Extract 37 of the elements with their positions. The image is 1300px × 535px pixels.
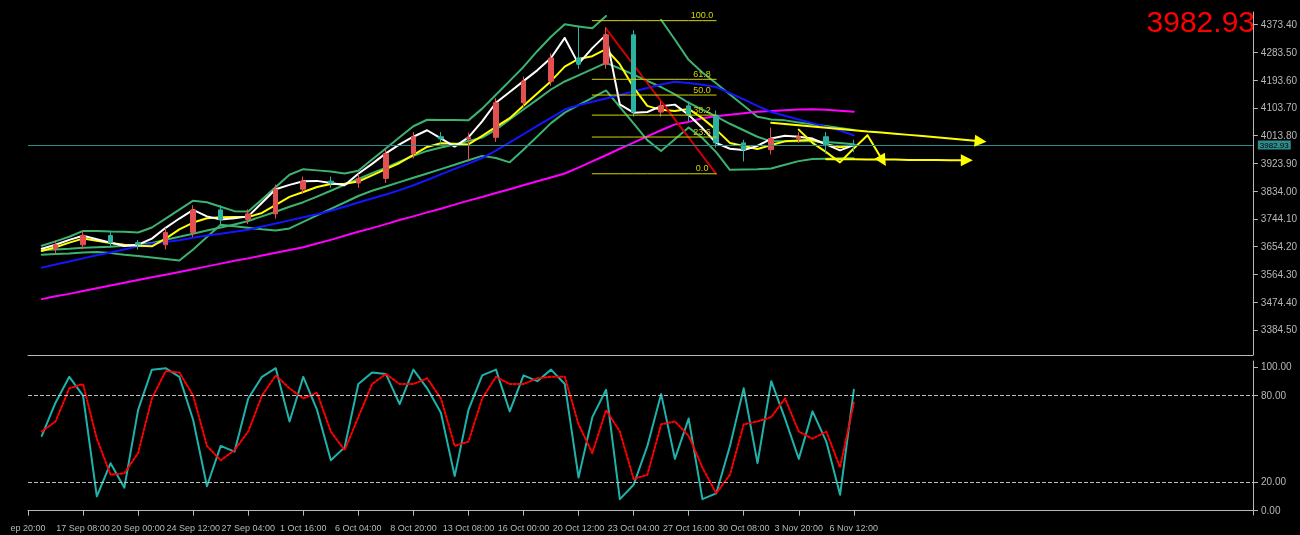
y-tick-label: 3564.30 [1260, 268, 1298, 280]
y-tick-label: 4103.70 [1260, 102, 1298, 114]
x-tick-label: 16 Oct 00:00 [497, 522, 550, 533]
y-tick-label: 0.00 [1261, 505, 1281, 517]
y-tick-label: 4283.50 [1260, 46, 1298, 58]
x-tick-label: 6 Nov 12:00 [829, 522, 879, 533]
x-tick-label: 30 Oct 08:00 [717, 522, 770, 533]
y-tick-label: 4013.80 [1260, 130, 1298, 142]
x-tick-label: 13 Oct 08:00 [442, 522, 495, 533]
x-tick-label: 17 Sep 08:00 [56, 522, 110, 533]
series-label: 0.0 [695, 163, 709, 174]
y-tick-label: 3744.10 [1260, 213, 1298, 225]
y-tick-label: 3834.00 [1260, 185, 1298, 197]
ref-line-label: 3982.93 [1259, 140, 1290, 150]
y-tick-label: 4373.40 [1260, 19, 1298, 31]
x-tick-label: 8 Oct 20:00 [390, 522, 437, 533]
x-tick-label: 20 Oct 12:00 [552, 522, 605, 533]
y-tick-label: 3654.20 [1260, 241, 1298, 253]
x-tick-label: 20 Sep 00:00 [111, 522, 165, 533]
x-tick-label: 23 Oct 04:00 [607, 522, 660, 533]
x-tick-label: 24 Sep 12:00 [166, 522, 220, 533]
y-tick-label: 4193.60 [1260, 74, 1298, 86]
series-label: 50.0 [693, 84, 711, 95]
x-tick-label: ep 20:00 [10, 522, 46, 533]
y-tick-label: 3384.50 [1260, 324, 1298, 336]
y-tick-label: 3923.90 [1260, 157, 1298, 169]
y-tick-label: 3474.40 [1260, 296, 1298, 308]
x-tick-label: 27 Oct 16:00 [662, 522, 715, 533]
x-tick-label: 3 Nov 20:00 [774, 522, 824, 533]
y-tick-label: 80.00 [1261, 390, 1287, 402]
annotation: 3982.93 [1146, 4, 1256, 38]
series-label: 100.0 [690, 10, 714, 21]
y-tick-label: 100.00 [1261, 361, 1293, 373]
x-tick-label: 1 Oct 16:00 [280, 522, 327, 533]
x-tick-label: 6 Oct 04:00 [335, 522, 382, 533]
x-tick-label: 27 Sep 04:00 [221, 522, 276, 533]
y-tick-label: 20.00 [1261, 476, 1287, 488]
